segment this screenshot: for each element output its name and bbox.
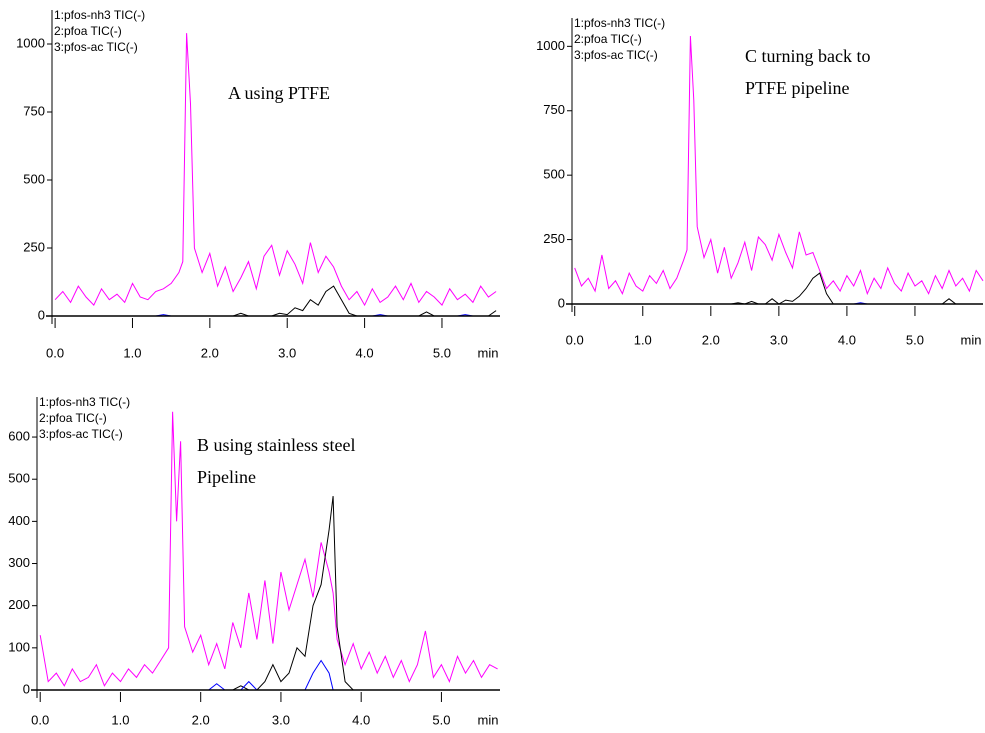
x-tick-label: 4.0 [838, 332, 856, 347]
y-tick-label: 0 [558, 295, 565, 310]
legend-entry: 3:pfos-ac TIC(-) [39, 427, 123, 441]
x-tick-label: 2.0 [702, 332, 720, 347]
series-line [55, 285, 497, 317]
x-axis-label: min [478, 345, 499, 360]
y-tick-label: 250 [543, 231, 565, 246]
x-tick-label: 0.0 [46, 345, 64, 360]
x-tick-label: 3.0 [770, 332, 788, 347]
x-tick-label: 2.0 [201, 345, 219, 360]
y-tick-label: 300 [8, 555, 30, 570]
x-axis-label: min [961, 332, 982, 347]
x-tick-label: 5.0 [433, 345, 451, 360]
x-tick-label: 4.0 [356, 345, 374, 360]
annotation: B using stainless steel [197, 435, 356, 455]
x-tick-label: 4.0 [352, 712, 370, 727]
legend-entry: 1:pfos-nh3 TIC(-) [574, 16, 665, 30]
y-tick-label: 1000 [536, 38, 565, 53]
series-line [574, 272, 983, 305]
x-tick-label: 5.0 [906, 332, 924, 347]
legend-entry: 3:pfos-ac TIC(-) [574, 48, 658, 62]
legend-entry: 2:pfoa TIC(-) [54, 24, 122, 38]
x-tick-label: 1.0 [123, 345, 141, 360]
legend-entry: 1:pfos-nh3 TIC(-) [39, 395, 130, 409]
x-tick-label: 1.0 [634, 332, 652, 347]
annotation: Pipeline [197, 467, 256, 487]
annotation: C turning back to [745, 46, 870, 66]
x-tick-label: 5.0 [432, 712, 450, 727]
x-tick-label: 0.0 [31, 712, 49, 727]
y-tick-label: 750 [543, 102, 565, 117]
series-line [39, 411, 498, 687]
y-tick-label: 500 [8, 471, 30, 486]
x-axis-label: min [478, 712, 499, 727]
y-tick-label: 400 [8, 513, 30, 528]
y-tick-label: 1000 [16, 35, 45, 50]
y-tick-label: 500 [23, 171, 45, 186]
x-tick-label: 2.0 [192, 712, 210, 727]
series-line [54, 33, 497, 307]
y-tick-label: 0 [38, 307, 45, 322]
annotation: A using PTFE [228, 83, 330, 103]
y-tick-label: 250 [23, 239, 45, 254]
series-line [40, 659, 498, 691]
y-tick-label: 0 [23, 681, 30, 696]
x-tick-label: 0.0 [566, 332, 584, 347]
y-tick-label: 750 [23, 103, 45, 118]
x-tick-label: 1.0 [111, 712, 129, 727]
series-line [40, 496, 498, 691]
annotation: PTFE pipeline [745, 78, 850, 98]
legend-entry: 3:pfos-ac TIC(-) [54, 40, 138, 54]
x-tick-label: 3.0 [272, 712, 290, 727]
y-tick-label: 100 [8, 639, 30, 654]
legend-entry: 1:pfos-nh3 TIC(-) [54, 8, 145, 22]
series-line [574, 35, 984, 296]
y-tick-label: 600 [8, 428, 30, 443]
y-tick-label: 500 [543, 167, 565, 182]
y-tick-label: 200 [8, 597, 30, 612]
legend-entry: 2:pfoa TIC(-) [39, 411, 107, 425]
legend-entry: 2:pfoa TIC(-) [574, 32, 642, 46]
x-tick-label: 3.0 [278, 345, 296, 360]
